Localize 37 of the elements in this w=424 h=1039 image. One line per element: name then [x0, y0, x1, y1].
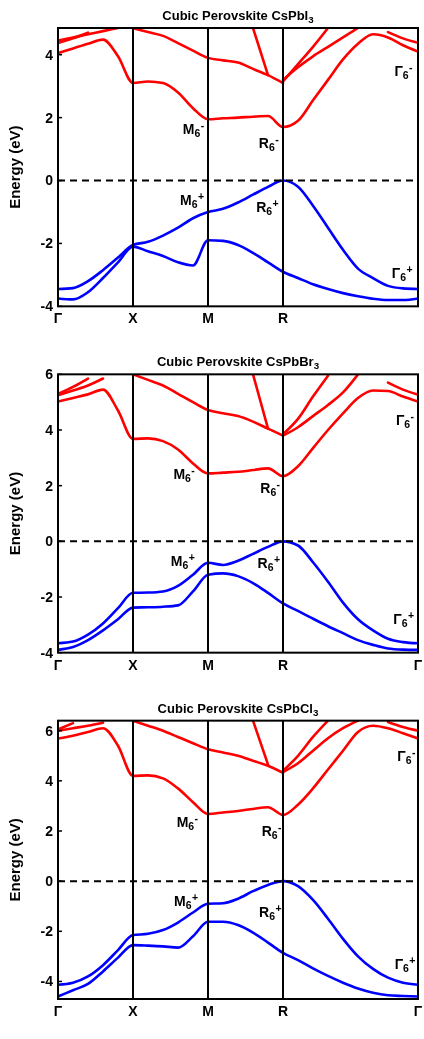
x-tick-label: R — [277, 1003, 289, 1019]
x-tick-label: M — [202, 310, 214, 327]
y-tick-label: 0 — [45, 873, 54, 890]
y-tick-label: -2 — [40, 923, 54, 940]
y-tick-label: 4 — [45, 772, 54, 789]
y-tick-label: 0 — [45, 533, 54, 550]
x-tick-label: R — [277, 310, 289, 327]
x-tick-label: Γ — [53, 310, 63, 327]
y-tick-label: -2 — [40, 588, 54, 605]
x-tick-label: Γ — [413, 656, 423, 673]
y-tick-label: 2 — [45, 109, 54, 126]
x-tick-label: Γ — [53, 1003, 63, 1019]
y-tick-label: 4 — [45, 421, 54, 438]
chart-title: Cubic Perovskite CsPbCl$_{3}$ — [157, 700, 319, 718]
y-tick-label: 4 — [45, 46, 54, 63]
y-tick-label: -4 — [40, 644, 54, 661]
y-axis-title: Energy (eV) — [6, 125, 23, 209]
y-tick-label: 6 — [45, 366, 54, 383]
x-tick-label: R — [277, 656, 289, 673]
x-tick-label: X — [128, 656, 139, 673]
y-axis-title: Energy (eV) — [6, 818, 23, 902]
y-tick-label: 2 — [45, 822, 54, 839]
x-tick-label: X — [128, 310, 139, 327]
y-tick-label: -4 — [40, 973, 54, 990]
y-axis-title: Energy (eV) — [6, 471, 23, 556]
y-tick-label: 6 — [45, 722, 54, 739]
x-tick-label: M — [202, 656, 214, 673]
x-tick-label: Γ — [413, 1003, 423, 1019]
chart-title: Cubic Perovskite CsPbBr$_{3}$ — [156, 354, 320, 372]
x-tick-label: X — [128, 1003, 139, 1019]
y-tick-label: -4 — [40, 298, 54, 315]
y-tick-label: -2 — [40, 235, 54, 252]
chart-title: Cubic Perovskite CsPbI$_{3}$ — [162, 8, 315, 25]
y-tick-label: 0 — [45, 172, 54, 189]
x-tick-label: M — [202, 1003, 214, 1019]
y-tick-label: 2 — [45, 477, 54, 494]
x-tick-label: Γ — [53, 656, 63, 673]
